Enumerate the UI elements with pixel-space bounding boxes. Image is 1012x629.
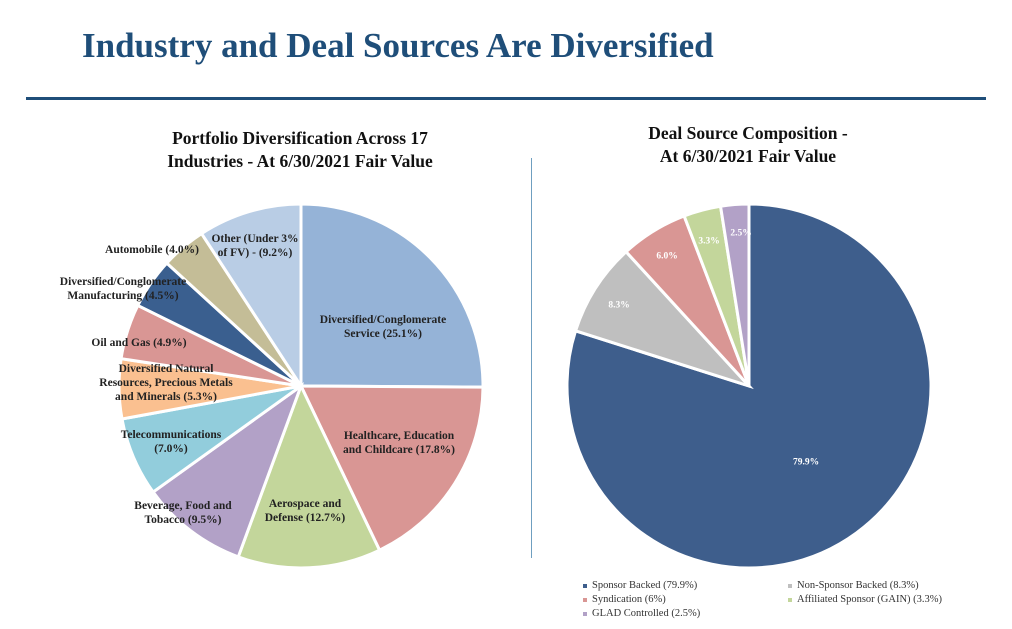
pie-label-syndication: 6.0%: [656, 251, 677, 261]
legend-marker: [583, 611, 587, 616]
legend-label: Syndication (6%): [592, 594, 666, 605]
pie-label-telecommunications: Telecommunications (7.0%): [121, 429, 222, 455]
pie-slice-healthcare-education-and-childcare: [298, 384, 485, 553]
legend-item-sponsor-backed: Sponsor Backed (79.9%): [583, 580, 697, 591]
industry-chart-title-line-2: Industries - At 6/30/2021 Fair Value: [167, 151, 433, 171]
pie-label-other-under-3-of-fv: Other (Under 3% of FV) - (9.2%): [211, 233, 298, 259]
legend-label: GLAD Controlled (2.5%): [592, 608, 701, 619]
pie-slice-sponsor-backed: [565, 202, 933, 570]
legend-item-glad-controlled: GLAD Controlled (2.5%): [583, 608, 700, 619]
pie-slice-beverage-food-and-tobacco: [150, 381, 305, 559]
pie-label-affiliated-sponsor-gain: 3.3%: [698, 236, 719, 246]
pie-label-non-sponsor-backed: 8.3%: [608, 300, 629, 310]
page-title: Industry and Deal Sources Are Diversifie…: [82, 26, 714, 65]
legend-label: Affiliated Sponsor (GAIN) (3.3%): [797, 594, 943, 605]
legend-item-non-sponsor-backed: Non-Sponsor Backed (8.3%): [788, 580, 919, 591]
legend-marker: [788, 597, 792, 602]
pie-label-diversified-conglomerate-manufacturing: Diversified/Conglomerate Manufacturing (4…: [60, 276, 186, 302]
industry-chart-title-line-1: Portfolio Diversification Across 17: [172, 128, 428, 148]
pie-label-automobile: Automobile (4.0%): [105, 244, 199, 256]
vertical-divider: [531, 158, 532, 558]
legend-label: Sponsor Backed (79.9%): [592, 580, 698, 591]
deal-source-chart-title-line-1: Deal Source Composition -: [648, 123, 848, 143]
pie-label-healthcare-education-and-childcare: Healthcare, Education and Childcare (17.8…: [343, 430, 455, 456]
pie-label-sponsor-backed: 79.9%: [793, 457, 819, 467]
pie-slice-non-sponsor-backed: [573, 249, 754, 390]
deal-source-chart-title: Deal Source Composition - At 6/30/2021 F…: [548, 122, 948, 168]
pie-label-glad-controlled: 2.5%: [730, 228, 751, 238]
pie-label-diversified-conglomerate-service: Diversified/Conglomerate Service (25.1%): [320, 314, 446, 340]
pie-slice-diversified-conglomerate-service: [299, 202, 485, 389]
deal-source-chart-title-line-2: At 6/30/2021 Fair Value: [659, 146, 837, 166]
legend-marker: [788, 583, 792, 588]
pie-label-diversified-natural-resources-precious-metals-and-minerals: Diversified Natural Resources, Precious M…: [99, 363, 233, 403]
pie-slice-glad-controlled: [718, 202, 751, 387]
pie-slice-other-under-3-of-fv: [199, 202, 303, 392]
pie-slice-aerospace-and-defense: [236, 382, 382, 570]
legend-marker: [583, 583, 587, 588]
industry-chart-title: Portfolio Diversification Across 17 Indu…: [100, 127, 500, 173]
pie-label-aerospace-and-defense: Aerospace and Defense (12.7%): [265, 498, 346, 524]
title-divider: [26, 97, 986, 100]
legend-item-syndication: Syndication (6%): [583, 594, 666, 605]
legend-item-affiliated-sponsor: Affiliated Sponsor (GAIN) (3.3%): [788, 594, 942, 605]
pie-label-oil-and-gas: Oil and Gas (4.9%): [91, 337, 186, 349]
legend-label: Non-Sponsor Backed (8.3%): [797, 580, 919, 591]
pie-label-beverage-food-and-tobacco: Beverage, Food and Tobacco (9.5%): [134, 500, 232, 526]
legend-marker: [583, 597, 587, 602]
